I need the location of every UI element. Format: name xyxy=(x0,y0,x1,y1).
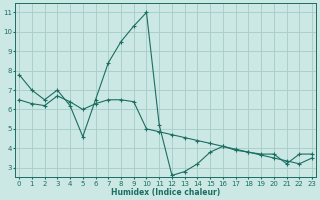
X-axis label: Humidex (Indice chaleur): Humidex (Indice chaleur) xyxy=(111,188,220,197)
